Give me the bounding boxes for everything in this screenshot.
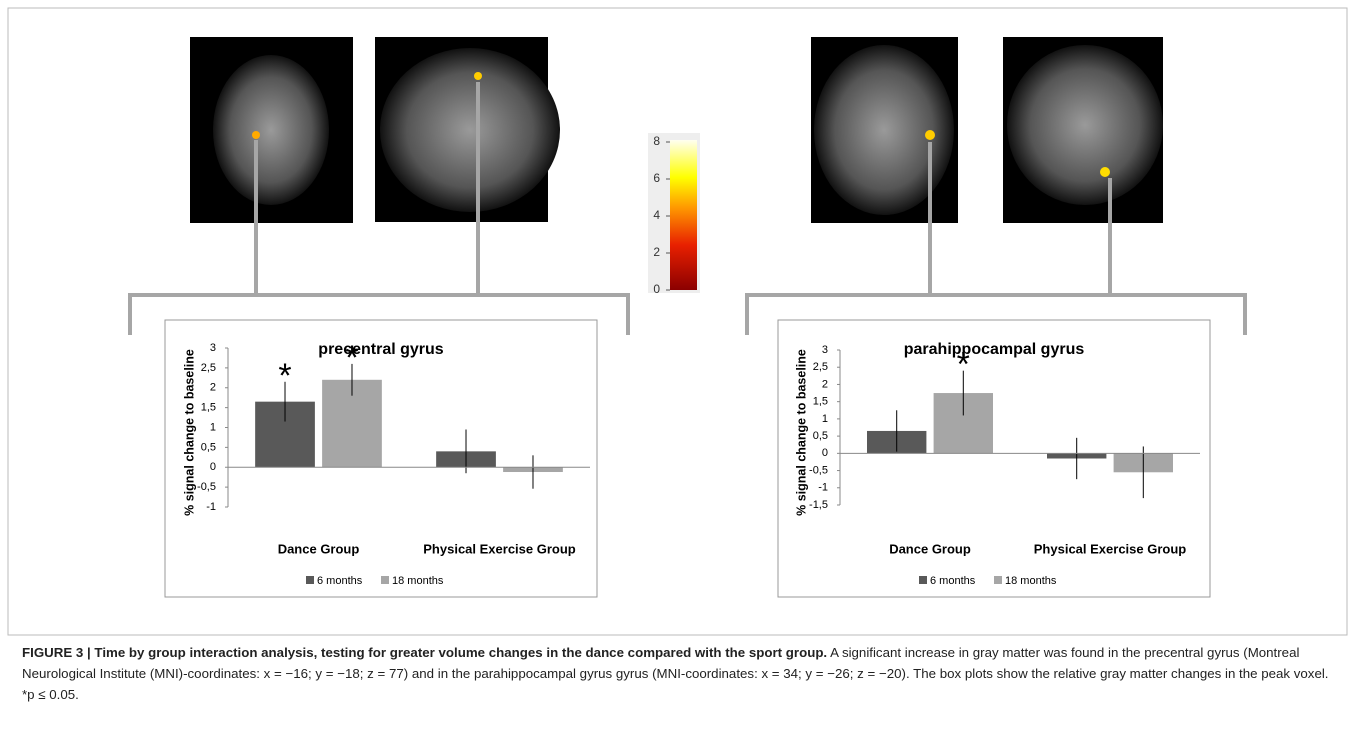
legend-swatch — [381, 576, 389, 584]
y-axis-label: % signal change to baseline — [182, 349, 196, 516]
y-tick-label: 1 — [822, 413, 828, 425]
colorbar-tick-label: 8 — [653, 134, 660, 148]
significance-mark: * — [278, 357, 291, 395]
legend-swatch — [994, 576, 1002, 584]
colorbar-tick-label: 6 — [653, 171, 660, 185]
y-tick-label: 2,5 — [201, 362, 216, 374]
chart-title: precentral gyrus — [318, 341, 443, 358]
legend-label: 6 months — [317, 575, 363, 587]
y-tick-label: 1,5 — [813, 396, 828, 408]
y-tick-label: 2 — [210, 382, 216, 394]
y-tick-label: -1,5 — [809, 499, 828, 511]
x-tick-label: Dance Group — [278, 541, 360, 556]
significance-mark: * — [345, 339, 358, 377]
y-tick-label: -0,5 — [809, 464, 828, 476]
y-tick-label: 0 — [822, 447, 828, 459]
y-tick-label: 3 — [210, 342, 216, 354]
y-tick-label: 2 — [822, 378, 828, 390]
y-tick-label: 0 — [210, 461, 216, 473]
legend-swatch — [306, 576, 314, 584]
legend-label: 18 months — [392, 575, 444, 587]
colorbar-tick-label: 2 — [653, 245, 660, 259]
figure: 0 2 4 6 8 precentral gyrus % signal change to … — [0, 0, 1355, 640]
legend-swatch — [919, 576, 927, 584]
y-tick-label: 0,5 — [201, 441, 216, 453]
y-tick-label: 0,5 — [813, 430, 828, 442]
caption: FIGURE 3 | Time by group interaction ana… — [22, 642, 1332, 705]
y-tick-label: -1 — [818, 482, 828, 494]
page: {"chart_data":[ {"type":"bar","title":"p… — [0, 0, 1355, 732]
colorbar-tick-label: 4 — [653, 208, 660, 222]
legend-label: 6 months — [930, 575, 976, 587]
y-tick-label: 2,5 — [813, 361, 828, 373]
y-axis-label: % signal change to baseline — [794, 349, 808, 516]
y-tick-label: 1,5 — [201, 402, 216, 414]
y-tick-label: 3 — [822, 344, 828, 356]
x-tick-label: Physical Exercise Group — [1034, 541, 1187, 556]
colorbar-tick-label: 0 — [653, 282, 660, 296]
y-tick-label: -1 — [206, 501, 216, 513]
significance-mark: * — [957, 346, 970, 384]
y-tick-label: -0,5 — [197, 481, 216, 493]
y-tick-label: 1 — [210, 421, 216, 433]
caption-label: FIGURE 3 | Time by group interaction ana… — [22, 645, 827, 660]
colorbar — [670, 140, 697, 290]
x-tick-label: Dance Group — [889, 541, 971, 556]
legend-label: 18 months — [1005, 575, 1057, 587]
x-tick-label: Physical Exercise Group — [423, 541, 576, 556]
chart-title: parahippocampal gyrus — [904, 341, 1085, 358]
